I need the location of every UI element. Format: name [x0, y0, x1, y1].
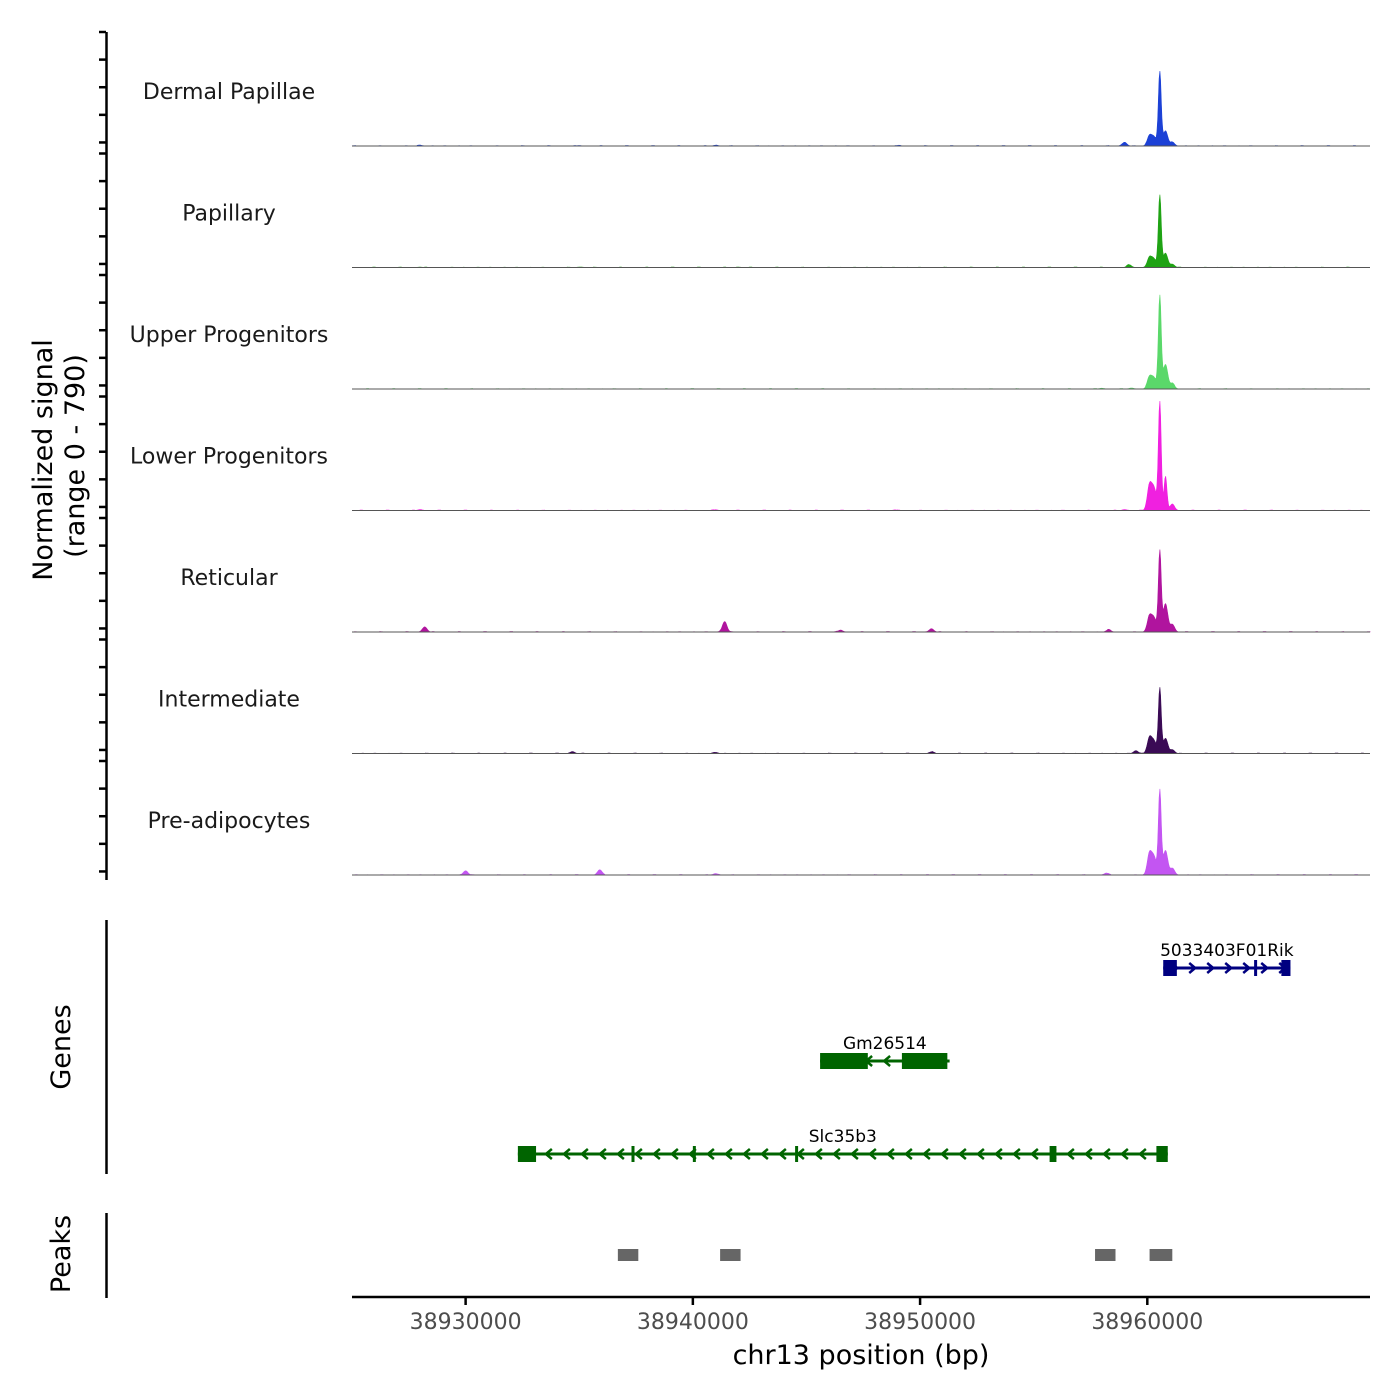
strand-arrow: [705, 1148, 715, 1160]
strand-arrow: [993, 1148, 1003, 1160]
gene-exon: [1049, 1146, 1057, 1162]
y-axis-title-line2: (range 0 - 790): [60, 354, 91, 558]
peak-region: [720, 1249, 741, 1261]
y-axis-title-line1: Normalized signal: [28, 339, 59, 581]
coverage-area: [352, 788, 1370, 876]
strand-arrow: [885, 1148, 895, 1160]
x-tick-label: 38960000: [1091, 1310, 1203, 1335]
strand-arrow: [1083, 1148, 1093, 1160]
coverage-area: [352, 194, 1370, 268]
strand-arrow: [597, 1148, 607, 1160]
strand-arrow: [813, 1148, 823, 1160]
gene: 5033403F01Rik: [1160, 941, 1294, 976]
strand-arrow: [759, 1148, 769, 1160]
strand-arrow: [1242, 962, 1252, 974]
strand-arrow: [1101, 1148, 1111, 1160]
gene-label: Slc35b3: [809, 1127, 877, 1147]
strand-arrow: [1119, 1148, 1129, 1160]
y-axis-title: Normalized signal (range 0 - 790): [28, 339, 91, 581]
strand-arrow: [1224, 962, 1234, 974]
gene-exon: [820, 1053, 868, 1069]
gene-label: Gm26514: [843, 1034, 927, 1054]
peak-region: [1095, 1249, 1116, 1261]
coverage-area: [351, 70, 1370, 147]
track-label: Papillary: [182, 202, 276, 227]
y-axis-ticks: [99, 30, 108, 880]
strand-arrow: [615, 1148, 625, 1160]
peaks-panel-title: Peaks: [46, 1215, 77, 1293]
gene-exon: [631, 1146, 635, 1162]
genes-panel-title: Genes: [46, 1004, 77, 1089]
gene-label: 5033403F01Rik: [1160, 941, 1294, 961]
gene: Slc35b3: [517, 1127, 1168, 1162]
gene-exon: [1254, 960, 1258, 976]
x-tick-label: 38930000: [410, 1310, 522, 1335]
strand-arrow: [1206, 962, 1216, 974]
strand-arrow: [651, 1148, 661, 1160]
strand-arrow: [1260, 962, 1270, 974]
coverage-area: [352, 294, 1371, 390]
coverage-tracks: Dermal Papillae Papillary Upper Progenitor…: [130, 70, 1371, 876]
x-axis-title: chr13 position (bp): [733, 1340, 990, 1371]
strand-arrow: [723, 1148, 733, 1160]
gene-exon: [901, 1053, 948, 1069]
strand-arrow: [831, 1148, 841, 1160]
strand-arrow: [561, 1148, 571, 1160]
gene-exon: [1281, 960, 1291, 976]
coverage-area: [352, 687, 1370, 754]
strand-arrow: [1137, 1148, 1147, 1160]
track: Lower Progenitors: [130, 400, 1370, 511]
strand-arrow: [669, 1148, 679, 1160]
track: Papillary: [182, 194, 1370, 268]
track: Pre-adipocytes: [148, 788, 1370, 876]
peaks-panel: Peaks: [46, 1213, 1173, 1298]
track: Dermal Papillae: [143, 70, 1370, 147]
track: Upper Progenitors: [130, 294, 1371, 390]
coverage-area: [352, 400, 1370, 511]
track-label: Pre-adipocytes: [148, 809, 311, 834]
peak-region: [1149, 1249, 1173, 1261]
strand-arrow: [1188, 962, 1198, 974]
x-tick-label: 38950000: [864, 1310, 976, 1335]
strand-arrow: [903, 1148, 913, 1160]
strand-arrow: [939, 1148, 949, 1160]
strand-arrow: [1029, 1148, 1039, 1160]
track: Reticular: [180, 549, 1371, 633]
coverage-area: [352, 549, 1371, 633]
strand-arrow: [867, 1148, 877, 1160]
strand-arrow: [921, 1148, 931, 1160]
strand-arrow: [777, 1148, 787, 1160]
strand-arrow: [1065, 1148, 1075, 1160]
gene-exon: [795, 1146, 799, 1162]
strand-arrow: [1011, 1148, 1021, 1160]
track-label: Upper Progenitors: [130, 323, 329, 348]
gene-exon: [692, 1146, 696, 1162]
x-tick-label: 38940000: [637, 1310, 749, 1335]
strand-arrow: [633, 1148, 643, 1160]
gene: Gm26514: [820, 1034, 950, 1069]
x-axis: chr13 position (bp) 38930000 38940000 3895…: [352, 1295, 1370, 1371]
strand-arrow: [882, 1055, 891, 1067]
strand-arrow: [849, 1148, 859, 1160]
gene-exon: [1156, 1146, 1168, 1162]
track-label: Intermediate: [158, 688, 300, 713]
strand-arrow: [975, 1148, 985, 1160]
track: Intermediate: [158, 687, 1370, 754]
strand-arrow: [741, 1148, 751, 1160]
gene-exon: [1163, 960, 1177, 976]
genes-panel: Genes 5033403F01Rik Gm26514 Slc35b3: [46, 920, 1294, 1174]
strand-arrow: [957, 1148, 967, 1160]
track-label: Lower Progenitors: [130, 445, 328, 470]
peak-region: [617, 1249, 639, 1261]
strand-arrow: [543, 1148, 553, 1160]
gene-exon: [517, 1146, 537, 1162]
strand-arrow: [579, 1148, 589, 1160]
track-label: Dermal Papillae: [143, 80, 315, 105]
track-label: Reticular: [180, 566, 278, 591]
